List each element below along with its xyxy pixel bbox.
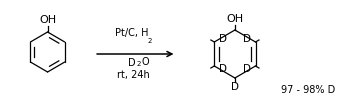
Text: Pt/C, H: Pt/C, H (114, 28, 148, 38)
Text: D: D (127, 58, 135, 68)
Text: O: O (141, 57, 149, 67)
Text: OH: OH (226, 14, 244, 24)
Text: OH: OH (39, 15, 56, 25)
Text: D: D (219, 64, 227, 74)
Text: D: D (231, 82, 239, 92)
Text: 2: 2 (147, 38, 152, 44)
Text: D: D (219, 34, 227, 44)
Text: 2: 2 (136, 61, 141, 67)
Text: D: D (243, 34, 251, 44)
Text: D: D (243, 64, 251, 74)
Text: 97 - 98% D: 97 - 98% D (281, 85, 336, 95)
Text: rt, 24h: rt, 24h (117, 70, 150, 80)
